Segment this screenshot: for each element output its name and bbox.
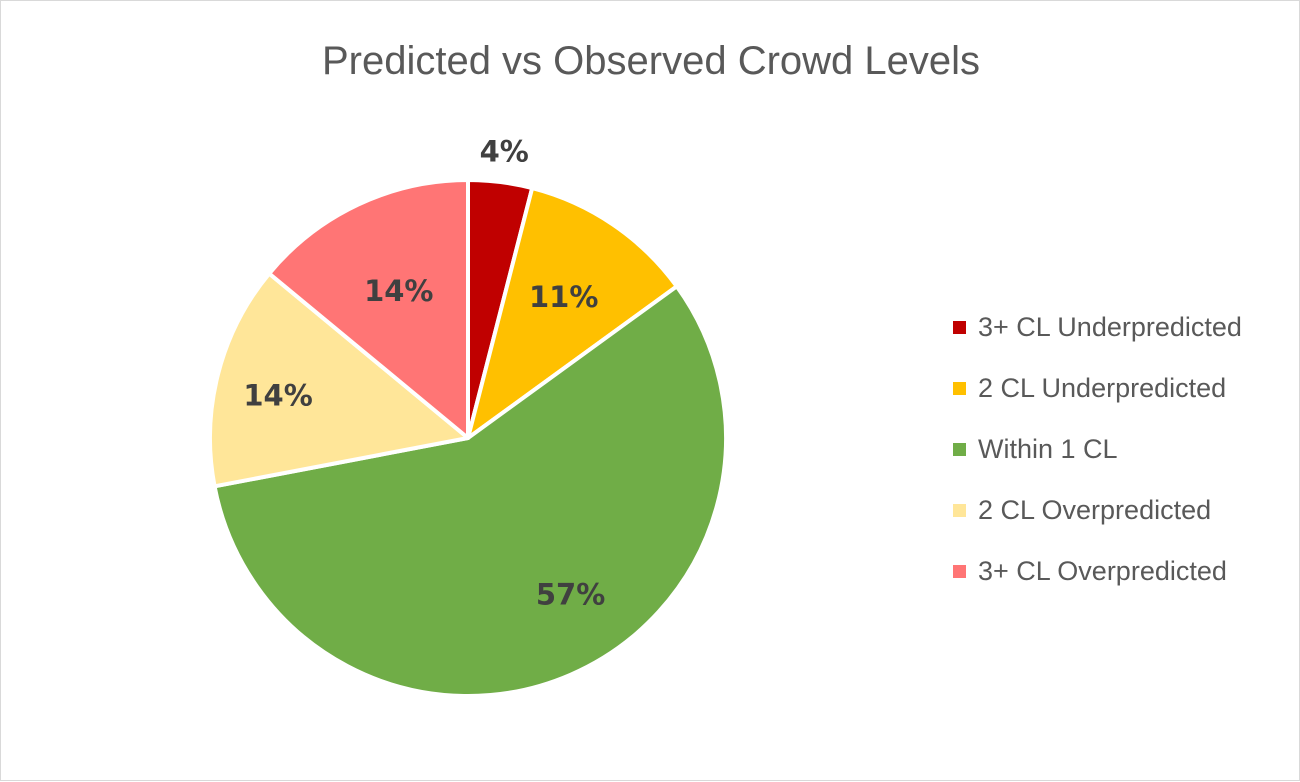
legend-item: 3+ CL Overpredicted [953, 541, 1242, 602]
pie-slice-2 [466, 186, 679, 440]
data-label-5: 14% [364, 274, 433, 308]
legend-label: 3+ CL Overpredicted [978, 556, 1227, 586]
legend-item: 3+ CL Underpredicted [953, 297, 1242, 358]
legend-swatch [953, 565, 966, 578]
legend-label: Within 1 CL [978, 434, 1118, 464]
pie-slice-4 [208, 271, 470, 489]
legend-swatch [953, 504, 966, 517]
chart-title: Predicted vs Observed Crowd Levels [321, 39, 981, 83]
legend-label: 3+ CL Underpredicted [978, 312, 1242, 342]
pie-slice-3 [212, 284, 728, 698]
legend-item: 2 CL Overpredicted [953, 480, 1242, 541]
legend-label: 2 CL Underpredicted [978, 373, 1227, 403]
legend-label: 2 CL Overpredicted [978, 495, 1212, 525]
legend-swatch [953, 443, 966, 456]
pie-slice-5 [267, 178, 470, 440]
data-label-4: 14% [243, 379, 312, 413]
legend-item: 2 CL Underpredicted [953, 358, 1242, 419]
data-label-2: 11% [529, 280, 598, 314]
legend-swatch [953, 382, 966, 395]
data-label-1: 4% [480, 134, 529, 168]
legend: 3+ CL Underpredicted 2 CL Underpredicted W… [953, 297, 1242, 602]
legend-swatch [953, 321, 966, 334]
legend-item: Within 1 CL [953, 419, 1242, 480]
data-label-3: 57% [536, 577, 605, 611]
